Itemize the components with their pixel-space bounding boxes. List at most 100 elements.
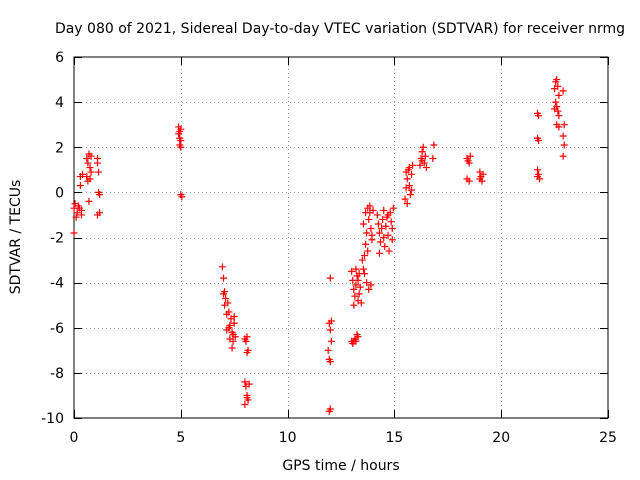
data-point bbox=[403, 200, 411, 208]
data-point bbox=[430, 141, 438, 149]
data-point bbox=[377, 238, 385, 246]
data-point bbox=[373, 211, 381, 219]
data-point bbox=[365, 215, 373, 223]
data-point bbox=[70, 229, 78, 237]
data-point bbox=[242, 337, 250, 345]
data-point bbox=[407, 170, 415, 178]
data-point bbox=[222, 294, 230, 302]
data-point bbox=[226, 335, 234, 343]
data-point bbox=[551, 105, 559, 113]
x-tick-label: 25 bbox=[599, 430, 617, 446]
data-point bbox=[368, 231, 376, 239]
data-point bbox=[559, 87, 567, 95]
data-point bbox=[223, 326, 231, 334]
y-tick-label: -6 bbox=[50, 321, 64, 337]
data-point bbox=[85, 197, 93, 205]
data-point bbox=[364, 247, 372, 255]
y-tick-label: 2 bbox=[55, 140, 64, 156]
data-point bbox=[354, 333, 362, 341]
x-tick-label: 15 bbox=[385, 430, 403, 446]
data-point bbox=[466, 152, 474, 160]
data-point bbox=[230, 319, 238, 327]
data-point bbox=[405, 182, 413, 190]
data-point bbox=[402, 168, 410, 176]
data-point bbox=[244, 396, 252, 404]
data-point bbox=[418, 148, 426, 156]
data-point bbox=[351, 292, 359, 300]
data-point bbox=[380, 206, 388, 214]
data-point bbox=[348, 267, 356, 275]
data-point bbox=[86, 164, 94, 172]
data-point bbox=[241, 378, 249, 386]
data-point bbox=[229, 331, 237, 339]
chart-title: Day 080 of 2021, Sidereal Day-to-day VTE… bbox=[55, 21, 625, 37]
data-point bbox=[365, 285, 373, 293]
data-point bbox=[374, 220, 382, 228]
data-point bbox=[407, 186, 415, 194]
data-point bbox=[403, 175, 411, 183]
data-point bbox=[221, 288, 229, 296]
data-point bbox=[352, 337, 360, 345]
data-point bbox=[241, 400, 249, 408]
data-point bbox=[359, 220, 367, 228]
data-point bbox=[350, 285, 358, 293]
data-point bbox=[93, 211, 101, 219]
data-point bbox=[405, 164, 413, 172]
data-point bbox=[560, 121, 568, 129]
data-point bbox=[354, 276, 362, 284]
data-point bbox=[534, 166, 542, 174]
data-point bbox=[375, 229, 383, 237]
data-point bbox=[358, 256, 366, 264]
data-point bbox=[384, 211, 392, 219]
x-axis-label: GPS time / hours bbox=[282, 458, 399, 474]
y-axis-label: SDTVAR / TECUs bbox=[8, 180, 24, 295]
data-point bbox=[324, 346, 332, 354]
data-point bbox=[177, 143, 185, 151]
data-point bbox=[225, 308, 233, 316]
data-point bbox=[93, 159, 101, 167]
data-point bbox=[360, 270, 368, 278]
data-point bbox=[380, 234, 388, 241]
data-point bbox=[369, 206, 377, 214]
data-point bbox=[535, 136, 543, 144]
data-point bbox=[228, 344, 236, 352]
data-point bbox=[379, 215, 387, 223]
data-point bbox=[87, 168, 95, 176]
data-point bbox=[534, 173, 542, 181]
data-point bbox=[552, 98, 560, 106]
data-point bbox=[388, 236, 396, 244]
data-point bbox=[76, 182, 84, 190]
data-point bbox=[555, 123, 563, 131]
data-point bbox=[554, 82, 562, 90]
data-point bbox=[416, 161, 424, 169]
data-point bbox=[355, 290, 363, 298]
data-point bbox=[367, 281, 375, 289]
data-point bbox=[177, 136, 185, 144]
data-point bbox=[218, 263, 226, 271]
data-point bbox=[479, 170, 487, 178]
data-point bbox=[406, 191, 414, 199]
data-point bbox=[560, 141, 568, 149]
data-point bbox=[230, 312, 238, 320]
data-point bbox=[367, 224, 375, 232]
data-point bbox=[220, 274, 228, 282]
data-point bbox=[243, 333, 251, 341]
data-point bbox=[418, 157, 426, 165]
data-point bbox=[325, 407, 333, 415]
data-point bbox=[360, 252, 368, 260]
data-point bbox=[73, 209, 81, 217]
data-point bbox=[385, 247, 393, 255]
data-point bbox=[553, 76, 561, 84]
data-point bbox=[384, 231, 392, 239]
data-point bbox=[363, 229, 371, 237]
data-point bbox=[559, 152, 567, 160]
data-point bbox=[327, 337, 335, 345]
data-point bbox=[77, 211, 85, 219]
data-point bbox=[176, 127, 184, 135]
data-point bbox=[362, 240, 370, 248]
data-point bbox=[178, 193, 186, 201]
y-tick-label: -4 bbox=[50, 276, 64, 292]
data-point bbox=[378, 224, 386, 232]
x-tick-label: 5 bbox=[176, 430, 185, 446]
